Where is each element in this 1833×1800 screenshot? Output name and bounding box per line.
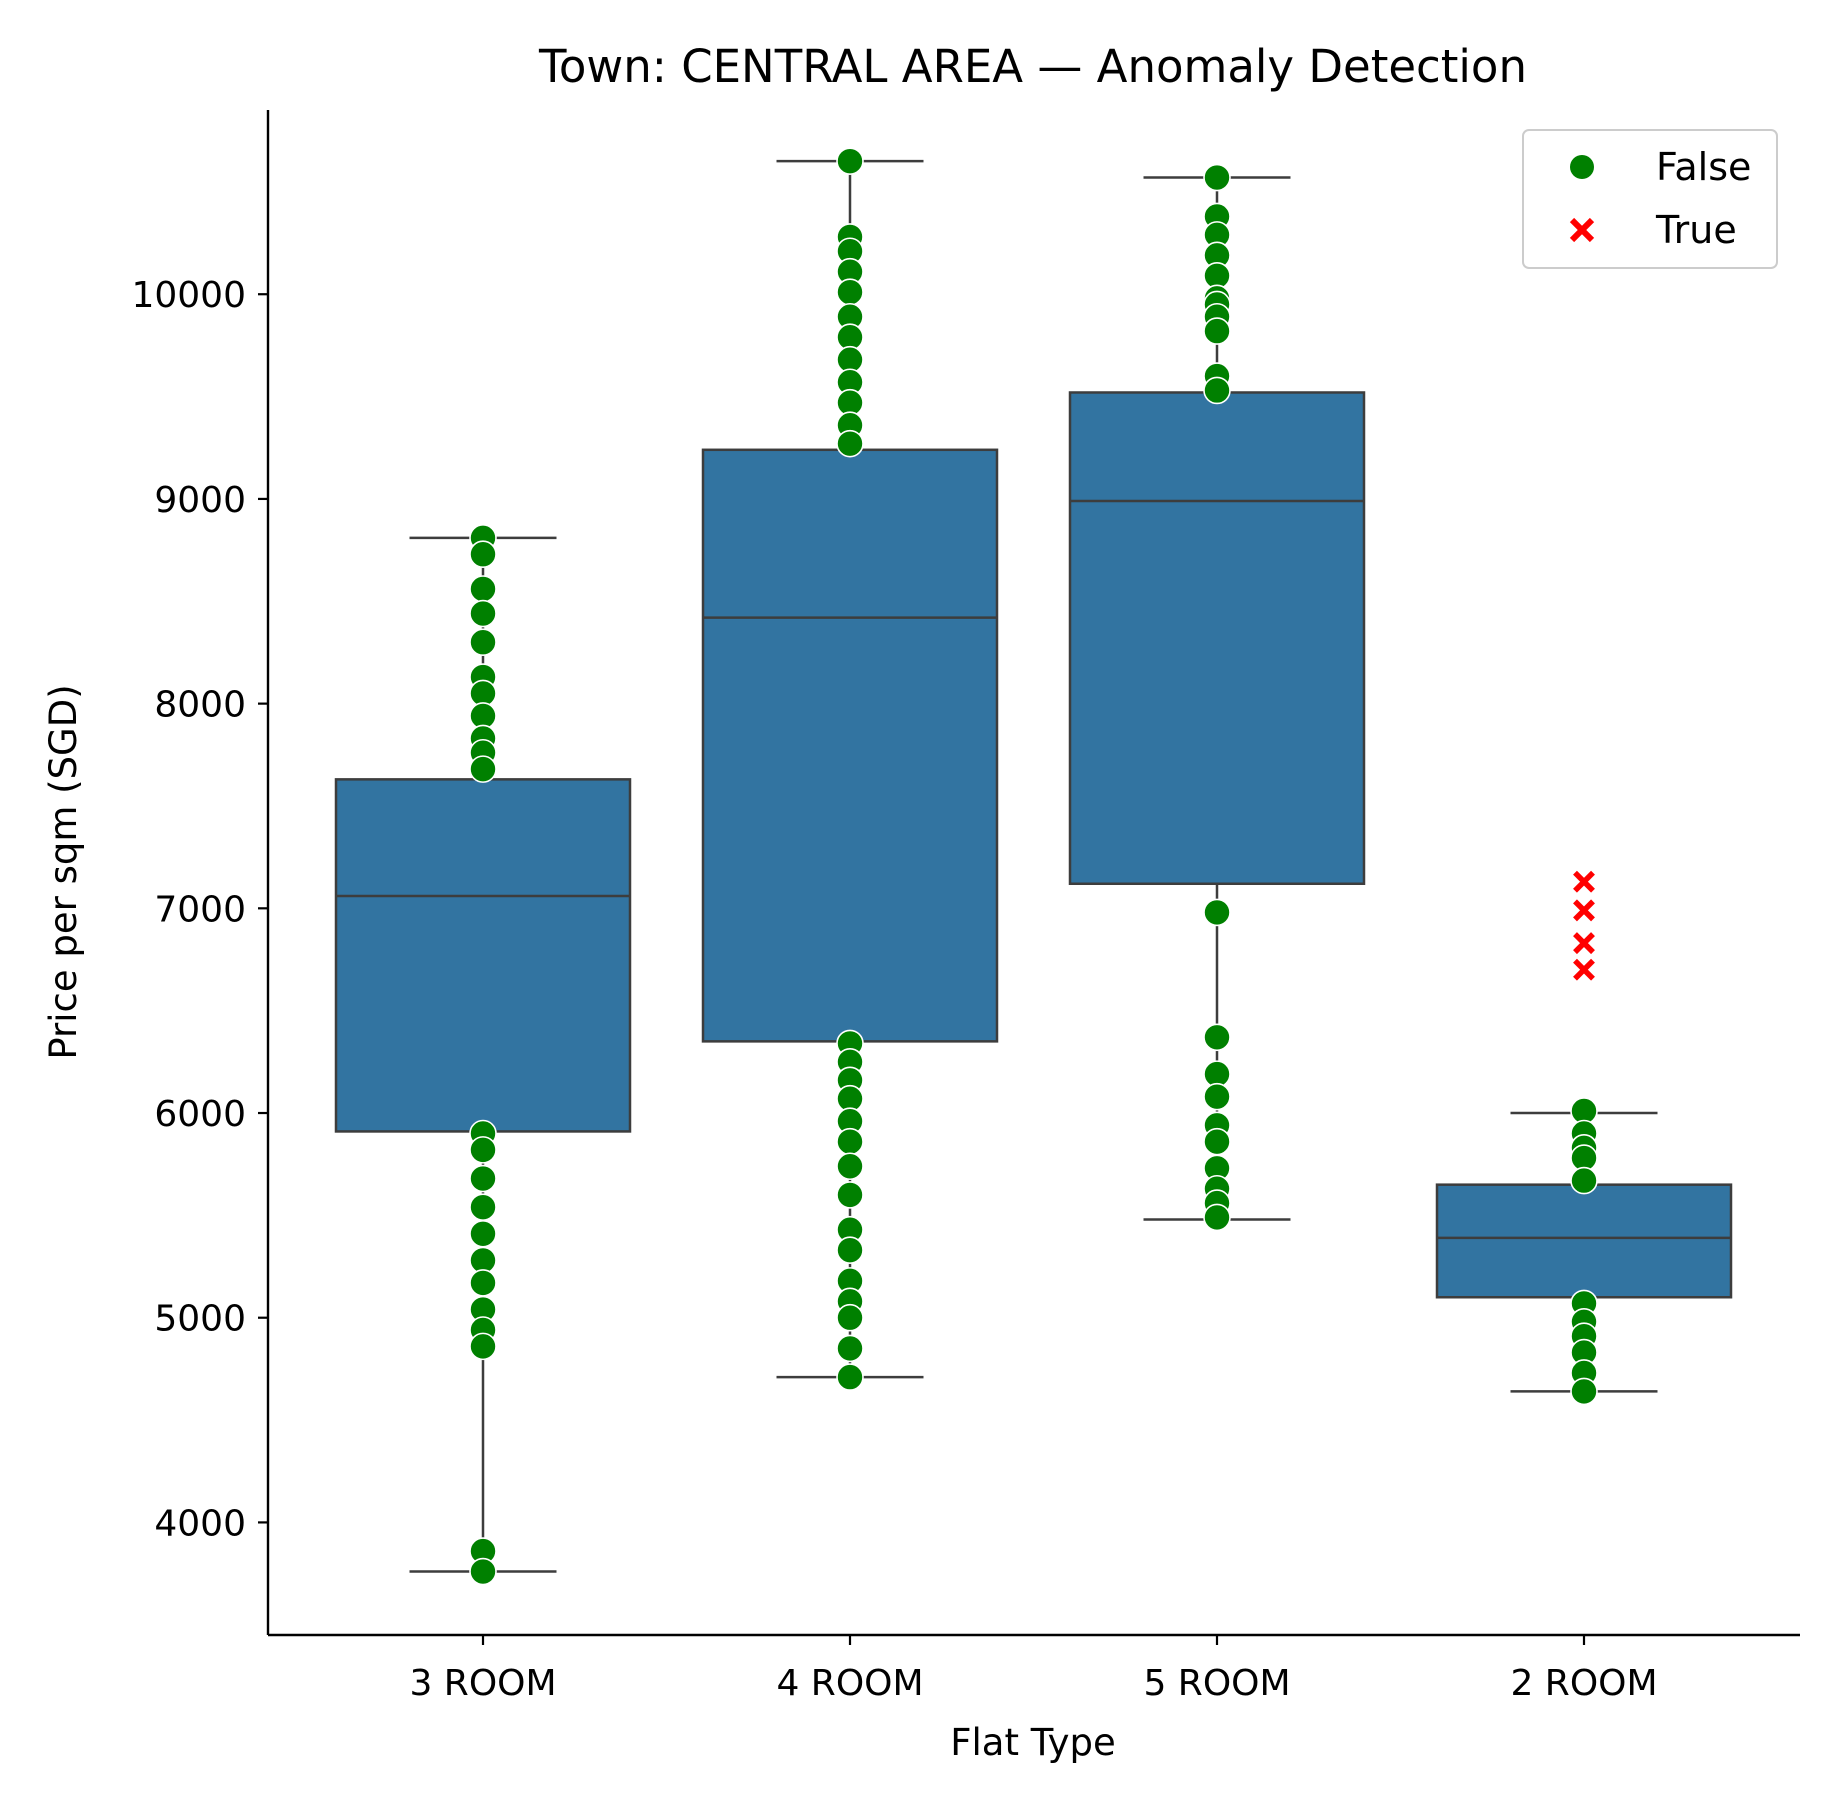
normal-point	[1203, 376, 1231, 405]
iqr-box	[1435, 1183, 1733, 1299]
normal-point	[836, 278, 864, 306]
normal-point	[836, 147, 864, 175]
normal-point	[469, 1193, 497, 1221]
normal-point	[469, 1164, 497, 1193]
normal-point	[1203, 1127, 1231, 1156]
normal-point	[1203, 163, 1231, 192]
x-axis-label: Flat Type	[950, 1721, 1116, 1764]
normal-points-5-room	[1203, 163, 1231, 1232]
normal-point	[1203, 1023, 1231, 1052]
legend-marker-false	[1570, 155, 1594, 179]
normal-points-2-room	[1570, 1097, 1598, 1406]
chart-title: Town: CENTRAL AREA — Anomaly Detection	[538, 40, 1527, 93]
normal-point	[836, 429, 864, 458]
x-tick-label: 4 ROOM	[776, 1663, 923, 1704]
anomaly-point	[1573, 958, 1595, 981]
normal-point	[469, 575, 497, 603]
legend-label-true: True	[1655, 208, 1737, 252]
normal-point	[469, 1136, 497, 1164]
normal-point	[1203, 317, 1231, 345]
anomaly-point-stroke	[1573, 899, 1595, 922]
legend-marker-true	[1569, 217, 1595, 243]
normal-point	[469, 540, 497, 568]
x-tick-label: 5 ROOM	[1143, 1663, 1290, 1704]
y-tick-label: 9000	[154, 480, 246, 521]
iqr-box	[334, 778, 632, 1133]
y-tick-label: 10000	[131, 275, 246, 316]
plot-area	[334, 147, 1733, 1586]
normal-point	[836, 1127, 864, 1156]
anomaly-point	[1573, 870, 1595, 893]
y-tick-label: 5000	[154, 1299, 246, 1340]
normal-point	[1570, 1377, 1598, 1406]
x-tick-label: 2 ROOM	[1510, 1663, 1657, 1704]
legend: False True	[1522, 129, 1778, 269]
normal-point	[836, 1363, 864, 1391]
normal-point	[469, 1557, 497, 1586]
y-tick-label: 7000	[154, 889, 246, 930]
normal-point	[1203, 1203, 1231, 1232]
normal-point	[836, 1181, 864, 1209]
anomaly-points-2-room	[1573, 870, 1595, 981]
box-group-5-room	[1068, 176, 1366, 1221]
normal-point	[469, 1269, 497, 1297]
normal-point	[1570, 1166, 1598, 1195]
normal-point	[1203, 1082, 1231, 1111]
y-tick-label: 8000	[154, 685, 246, 726]
normal-point	[836, 1152, 864, 1181]
normal-point	[469, 628, 497, 657]
box-group-3-room	[334, 536, 632, 1573]
normal-point	[469, 1219, 497, 1248]
normal-points-4-room	[836, 147, 864, 1391]
normal-point	[469, 755, 497, 783]
y-tick-label: 6000	[154, 1094, 246, 1135]
y-axis-label: Price per sqm (SGD)	[42, 684, 85, 1059]
normal-point	[469, 1332, 497, 1361]
iqr-box	[1068, 391, 1366, 886]
anomaly-point-stroke	[1573, 932, 1595, 955]
anomaly-point-stroke	[1573, 958, 1595, 981]
normal-point	[836, 1303, 864, 1332]
iqr-box	[701, 448, 999, 1043]
anomaly-point-stroke	[1573, 870, 1595, 893]
normal-points-3-room	[469, 524, 497, 1586]
legend-label-false: False	[1656, 145, 1751, 189]
normal-point	[836, 1334, 864, 1363]
y-tick-label: 4000	[154, 1503, 246, 1544]
normal-point	[469, 599, 497, 628]
anomaly-point	[1573, 899, 1595, 922]
normal-point	[1203, 898, 1231, 927]
axis-ticks: 4000 5000 6000 7000 8000 9000 10000 3 ROOM 4 ROO…	[131, 275, 1657, 1704]
normal-point	[836, 1236, 864, 1264]
x-tick-label: 3 ROOM	[409, 1663, 556, 1704]
anomaly-point	[1573, 932, 1595, 955]
